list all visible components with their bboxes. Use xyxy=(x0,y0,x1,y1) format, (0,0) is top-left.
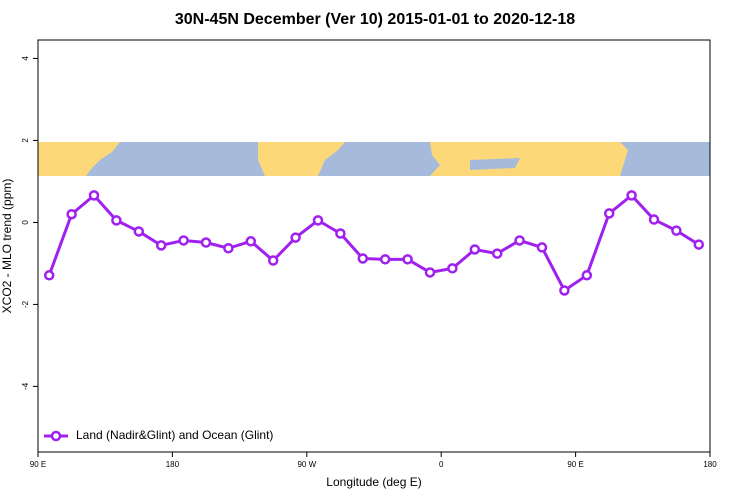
data-point xyxy=(671,225,682,236)
plot-frame xyxy=(37,39,711,453)
land-band xyxy=(258,142,345,176)
data-point xyxy=(88,190,100,201)
data-point xyxy=(155,240,167,251)
data-point xyxy=(357,253,369,264)
x-tick-label: 180 xyxy=(703,460,717,469)
y-tick-label: 2 xyxy=(21,138,30,143)
y-tick-label: 0 xyxy=(21,220,30,225)
land-band xyxy=(86,142,120,176)
data-point xyxy=(178,235,189,246)
legend-label: Land (Nadir&Glint) and Ocean (Glint) xyxy=(76,428,273,442)
x-tick-label: 90 E xyxy=(567,460,583,469)
data-point xyxy=(469,244,481,255)
y-tick-label: 4 xyxy=(21,56,30,61)
x-tick-label: 90 W xyxy=(297,460,316,469)
data-point xyxy=(290,232,301,243)
data-point xyxy=(603,208,615,219)
data-point xyxy=(536,242,548,253)
data-point xyxy=(335,228,346,239)
data-point xyxy=(491,248,503,259)
data-point xyxy=(424,267,436,278)
chart-title: 30N-45N December (Ver 10) 2015-01-01 to … xyxy=(175,11,575,28)
map-band xyxy=(38,142,710,176)
land-band xyxy=(38,142,86,176)
data-point xyxy=(223,243,234,254)
data-point xyxy=(648,214,660,225)
x-tick-label: 0 xyxy=(439,460,444,469)
legend-marker xyxy=(50,430,62,442)
data-point xyxy=(245,236,257,247)
data-point xyxy=(693,239,705,250)
series-line xyxy=(47,193,700,292)
y-tick-label: -4 xyxy=(21,382,30,390)
data-point xyxy=(447,263,458,274)
data-point xyxy=(43,270,55,281)
data-point xyxy=(133,226,145,237)
data-point xyxy=(514,235,525,246)
x-tick-label: 180 xyxy=(166,460,180,469)
y-axis-label: XCO2 - MLO trend (ppm) xyxy=(0,179,14,314)
sea-band xyxy=(470,158,520,170)
data-point xyxy=(559,285,570,296)
data-point xyxy=(402,254,413,265)
data-point xyxy=(66,208,77,220)
data-point xyxy=(200,237,212,248)
land-band xyxy=(430,142,628,176)
data-point xyxy=(581,270,593,281)
data-point xyxy=(379,254,391,265)
x-axis-label: Longitude (deg E) xyxy=(326,475,421,489)
y-tick-label: -2 xyxy=(21,300,30,308)
data-point xyxy=(267,255,279,266)
data-point xyxy=(626,190,637,201)
data-point xyxy=(111,215,122,226)
data-point xyxy=(312,215,324,226)
x-tick-label: 90 E xyxy=(30,460,46,469)
